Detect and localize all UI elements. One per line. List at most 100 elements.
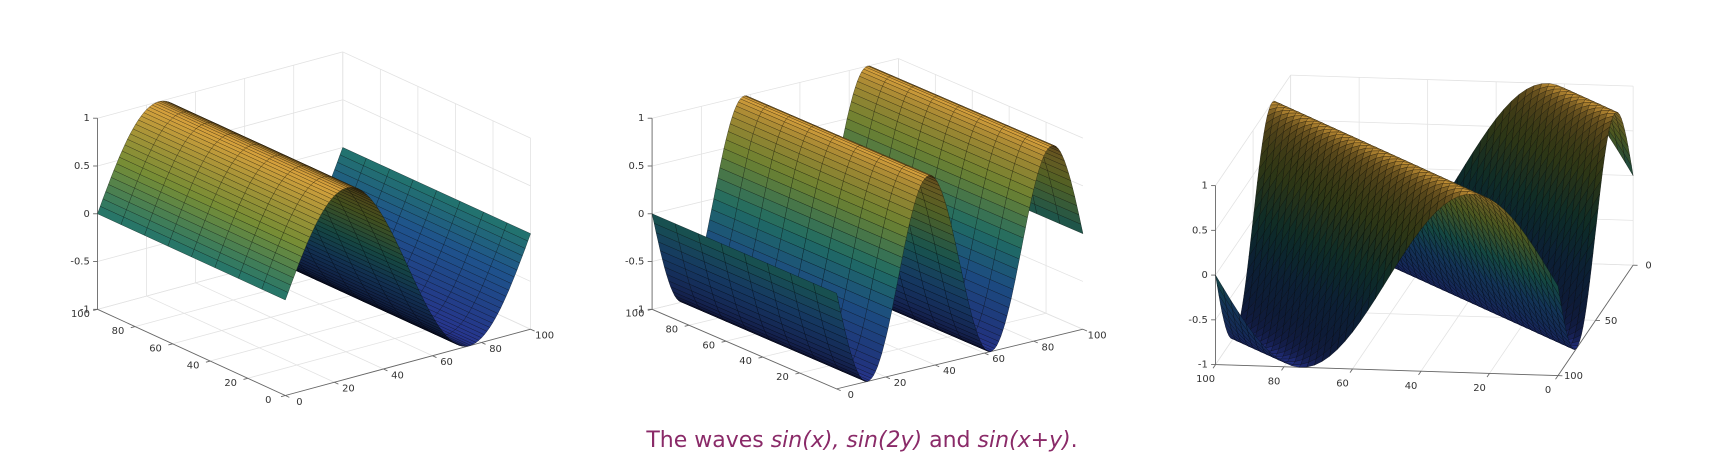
tick-label: 60 <box>440 357 453 368</box>
tick-label: 1 <box>1201 181 1207 192</box>
tick-label: -0.5 <box>625 257 644 268</box>
tick-mark <box>684 324 690 327</box>
tick-label: 40 <box>739 356 752 367</box>
tick-label: 20 <box>776 372 789 383</box>
surface-patch <box>1550 273 1560 297</box>
tick-label: 80 <box>1042 342 1055 353</box>
tick-label: 0 <box>1201 270 1207 281</box>
tick-mark <box>243 377 248 380</box>
tick-label: -1 <box>80 304 90 315</box>
axis-line <box>97 308 286 396</box>
tick-label: -1 <box>634 304 644 315</box>
tick-label: 100 <box>535 331 554 342</box>
tick-label: 100 <box>1196 374 1215 385</box>
tick-mark <box>383 368 388 372</box>
tick-label: 0 <box>296 397 302 408</box>
axis-line <box>1215 364 1559 377</box>
caption-formula: sin(x+y) <box>977 428 1071 453</box>
tick-mark <box>1349 368 1353 373</box>
tick-mark <box>1555 375 1559 380</box>
tick-label: 20 <box>894 378 907 389</box>
tick-mark <box>280 395 286 398</box>
caption-text: and <box>929 428 971 453</box>
tick-label: -0.5 <box>1188 315 1207 326</box>
tick-label: 40 <box>187 361 200 372</box>
surface <box>97 100 531 347</box>
axis-line <box>285 328 531 396</box>
tick-label: 1 <box>638 113 644 124</box>
surface <box>651 65 1084 382</box>
tick-label: 100 <box>625 308 644 319</box>
tick-label: 0 <box>638 209 644 220</box>
tick-label: 100 <box>71 309 90 320</box>
axis-line <box>836 328 1084 390</box>
surface-patch <box>813 283 839 304</box>
tick-label: 0 <box>1545 385 1551 396</box>
tick-label: 80 <box>112 326 125 337</box>
tick-label: 0 <box>265 395 271 406</box>
tick-mark <box>1212 364 1216 369</box>
tick-label: 20 <box>224 378 237 389</box>
tick-label: 100 <box>1088 330 1107 341</box>
tick-label: 0 <box>83 209 89 220</box>
tick-label: 80 <box>665 324 678 335</box>
tick-mark <box>130 326 136 329</box>
grid-line <box>342 99 531 187</box>
tick-label: -1 <box>1198 360 1208 371</box>
tick-label: 60 <box>149 343 162 354</box>
tick-label: 60 <box>702 340 715 351</box>
tick-label: 20 <box>1473 383 1486 394</box>
tick-mark <box>934 364 940 368</box>
tick-mark <box>758 356 763 359</box>
tick-mark <box>205 360 211 363</box>
tick-label: 40 <box>391 370 404 381</box>
tick-mark <box>334 381 339 385</box>
caption: The waves sin(x), sin(2y) and sin(x+y). <box>0 428 1724 453</box>
tick-label: 0.5 <box>1192 225 1208 236</box>
tick-mark <box>885 376 891 380</box>
tick-label: 80 <box>1268 376 1281 387</box>
tick-label: 60 <box>1336 379 1349 390</box>
tick-label: 20 <box>342 384 355 395</box>
tick-mark <box>530 328 535 332</box>
grid-line <box>1290 74 1634 87</box>
tick-label: 0 <box>848 390 854 401</box>
axis-line <box>651 308 837 390</box>
tick-mark <box>285 395 290 398</box>
tick-label: 0.5 <box>629 161 645 172</box>
grid-line <box>898 58 1084 139</box>
caption-formula: sin(2y) <box>846 428 923 453</box>
caption-text: The waves <box>646 428 764 453</box>
tick-mark <box>1486 373 1490 378</box>
tick-label: 0 <box>1645 261 1651 272</box>
tick-mark <box>1281 366 1285 371</box>
tick-label: 40 <box>1405 381 1418 392</box>
tick-label: 1 <box>83 113 89 124</box>
tick-mark <box>836 388 841 392</box>
tick-label: -0.5 <box>70 257 89 268</box>
tick-label: 50 <box>1605 316 1618 327</box>
tick-label: 80 <box>489 344 502 355</box>
grid-line <box>146 295 335 383</box>
tick-mark <box>1082 328 1088 332</box>
tick-mark <box>721 340 726 343</box>
tick-label: 60 <box>992 354 1005 365</box>
tick-mark <box>795 372 800 375</box>
grid-line <box>342 51 531 139</box>
tick-mark <box>168 343 173 346</box>
tick-label: 100 <box>1564 371 1583 382</box>
grid-line <box>195 282 384 370</box>
grid-line <box>97 51 343 119</box>
tick-mark <box>1033 340 1038 344</box>
surface <box>1215 83 1634 368</box>
tick-mark <box>481 342 486 345</box>
tick-mark <box>984 352 989 356</box>
surface-patch <box>261 281 289 301</box>
tick-mark <box>1418 370 1422 376</box>
caption-formula: sin(x), <box>770 428 840 453</box>
tick-label: 40 <box>943 366 956 377</box>
caption-text: . <box>1070 428 1078 453</box>
tick-label: 0.5 <box>74 161 90 172</box>
